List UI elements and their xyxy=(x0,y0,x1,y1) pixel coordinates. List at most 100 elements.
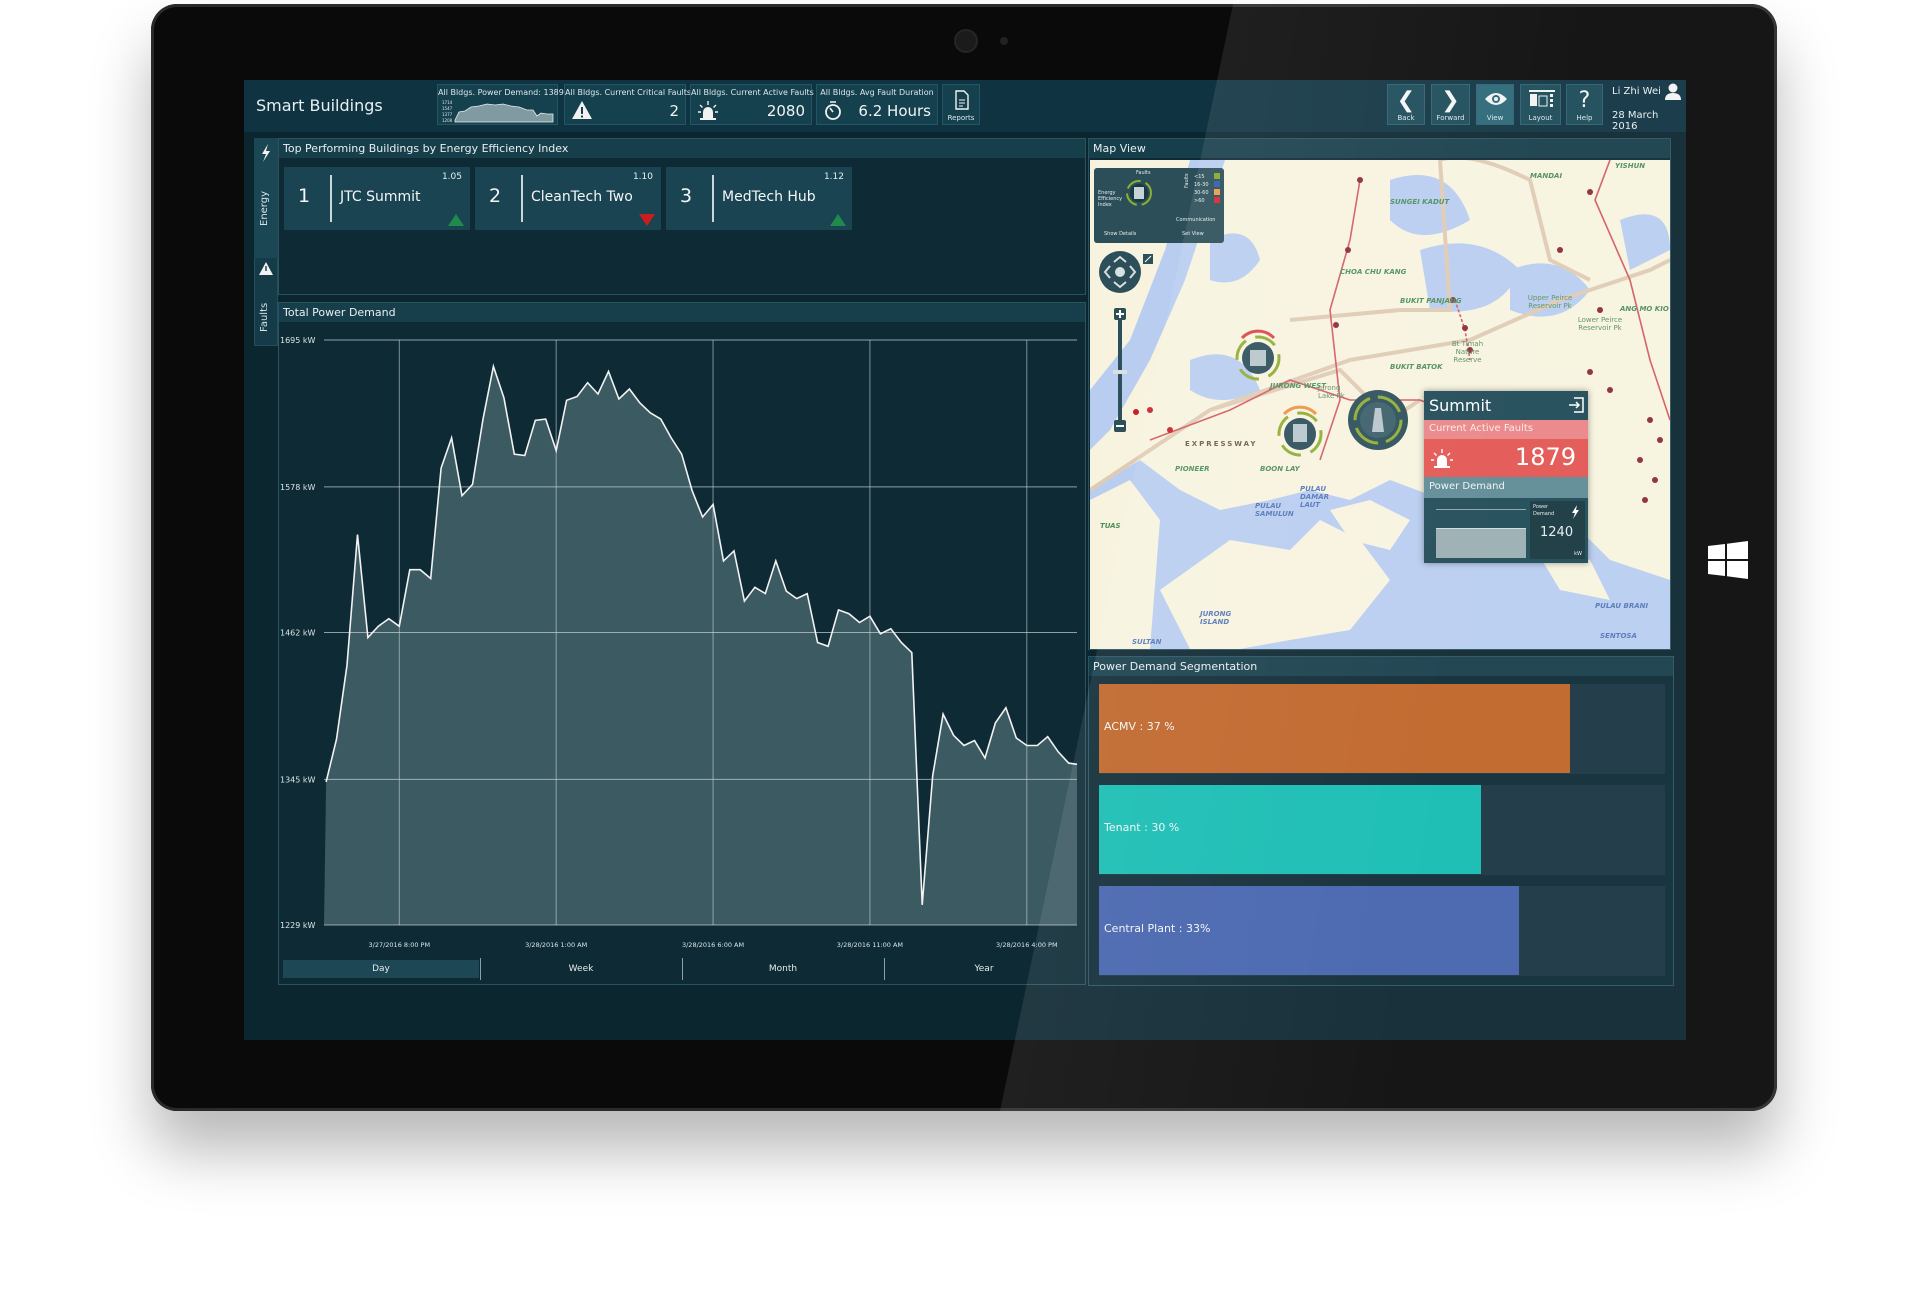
show-details-button[interactable]: Show Details xyxy=(1104,231,1137,237)
building-popup[interactable]: Summit Current Active Faults 1879 Power … xyxy=(1424,391,1588,563)
y-tick-label: 1695 kW xyxy=(280,336,316,345)
camera-icon xyxy=(954,29,978,53)
popup-gridline xyxy=(1436,509,1526,510)
building-marker[interactable] xyxy=(1277,405,1323,457)
kpi-avg-fault-duration[interactable]: All Bldgs. Avg Fault Duration 6.2 Hours xyxy=(816,84,938,125)
kpi-label: All Bldgs. Avg Fault Duration xyxy=(820,88,934,97)
panel-title: Total Power Demand xyxy=(279,303,1085,322)
segmentation-panel: Power Demand Segmentation ACMV : 37 % Te… xyxy=(1088,656,1674,986)
legend-swatch xyxy=(1214,173,1220,179)
sensor-icon xyxy=(1000,37,1008,45)
lightning-bolt-icon xyxy=(1572,505,1579,519)
layout-icon xyxy=(1529,90,1555,107)
map-label: CHOA CHU KANG xyxy=(1340,268,1407,276)
rank: 2 xyxy=(489,185,502,207)
tab-day[interactable]: Day xyxy=(283,960,479,978)
view-button[interactable]: View xyxy=(1476,84,1514,125)
building-card[interactable]: 2 CleanTech Two 1.10 xyxy=(475,167,661,230)
user-name[interactable]: Li Zhi Wei xyxy=(1612,86,1661,97)
segment-bar-acmv[interactable]: ACMV : 37 % xyxy=(1099,684,1570,773)
alarm-siren-icon xyxy=(698,101,718,120)
map-label: JURONG WEST xyxy=(1270,382,1326,390)
legend-eei-label: Energy Efficiency Index xyxy=(1098,190,1123,208)
segment-bar-central-plant[interactable]: Central Plant : 33% xyxy=(1099,886,1519,975)
sidebar-faults-label: Faults xyxy=(259,302,270,332)
y-tick-label: 1229 kW xyxy=(280,921,316,930)
map-label: JURONG ISLAND xyxy=(1200,610,1232,626)
popup-power-value: 1240 xyxy=(1540,525,1574,540)
stopwatch-icon xyxy=(825,101,841,120)
zoom-slider-thumb[interactable] xyxy=(1113,370,1127,374)
map-label: PULAU DAMAR LAUT xyxy=(1300,485,1330,509)
segment-bar-tenant[interactable]: Tenant : 30 % xyxy=(1099,785,1481,874)
building-card[interactable]: 1 JTC Summit 1.05 xyxy=(284,167,470,230)
map-label: Bt Timah Nature Reserve xyxy=(1451,340,1484,364)
warning-icon xyxy=(572,101,592,119)
map-label: BOON LAY xyxy=(1260,465,1300,473)
building-name: JTC Summit xyxy=(340,189,421,205)
tab-year[interactable]: Year xyxy=(974,964,994,974)
segment-label: Tenant : 30 % xyxy=(1104,821,1180,834)
forward-label: Forward xyxy=(1436,114,1465,122)
open-details-icon[interactable] xyxy=(1568,397,1584,413)
divider xyxy=(330,175,332,222)
building-name: CleanTech Two xyxy=(531,189,633,205)
area-fill xyxy=(324,366,1077,925)
map-label: SUNGEI KADUT xyxy=(1390,198,1450,206)
sidebar-tab-energy[interactable]: Energy xyxy=(254,138,278,258)
building-name: MedTech Hub xyxy=(722,189,816,205)
map-label: ANG MO KIO xyxy=(1620,305,1669,313)
kpi-value: 2 xyxy=(669,102,679,120)
power-demand-chart[interactable]: 1695 kW 1578 kW 1462 kW 1345 kW 1229 kW 3/27/… xyxy=(278,318,1086,958)
legend-comm-label: Communication xyxy=(1176,217,1216,223)
building-marker[interactable] xyxy=(1235,329,1281,381)
forward-button[interactable]: ❯ Forward xyxy=(1431,84,1470,125)
map-nav-controls[interactable] xyxy=(1098,250,1158,440)
chevron-right-icon: ❯ xyxy=(1441,88,1460,113)
segment-label: ACMV : 37 % xyxy=(1104,720,1175,733)
tab-month[interactable]: Month xyxy=(768,964,798,974)
y-tick-label: 1462 kW xyxy=(280,629,316,638)
map-label: Jurong Lake Pk xyxy=(1318,384,1345,400)
spark-tick: 1547 xyxy=(442,106,453,111)
efficiency-score: 1.10 xyxy=(632,172,653,182)
map-label: EXPRESSWAY xyxy=(1185,440,1258,448)
report-document-icon xyxy=(955,90,969,110)
current-date: 28 March 2016 xyxy=(1612,110,1659,132)
tab-week[interactable]: Week xyxy=(568,964,594,974)
back-button[interactable]: ❮ Back xyxy=(1387,84,1425,125)
popup-power-sub: Power Demand xyxy=(1533,504,1555,517)
reports-button[interactable]: Reports xyxy=(942,84,980,125)
user-avatar-icon[interactable] xyxy=(1664,83,1682,101)
legend-range: 16-30 xyxy=(1194,182,1209,188)
layout-label: Layout xyxy=(1528,114,1553,122)
map-label: BUKIT PANJANG xyxy=(1400,297,1462,305)
help-icon: ? xyxy=(1578,88,1591,113)
warning-icon xyxy=(259,262,273,275)
building-marker-selected[interactable] xyxy=(1348,390,1408,450)
building-card[interactable]: 3 MedTech Hub 1.12 xyxy=(666,167,852,230)
map-label: SENTOSA xyxy=(1600,632,1637,640)
chevron-left-icon: ❮ xyxy=(1396,88,1416,113)
kpi-power-demand[interactable]: All Bldgs. Power Demand: 1389 kW 1714 15… xyxy=(437,84,579,125)
popup-faults-value: 1879 xyxy=(1514,443,1576,471)
panel-title: Power Demand Segmentation xyxy=(1089,657,1673,676)
tab-divider xyxy=(682,958,683,980)
tab-divider xyxy=(884,958,885,980)
sidebar-tab-faults[interactable]: Faults xyxy=(254,262,278,346)
kpi-value: 2080 xyxy=(766,102,805,120)
popup-power-label: Power Demand xyxy=(1429,481,1505,492)
kpi-active-faults[interactable]: All Bldgs. Current Active Faults 2080 xyxy=(690,84,814,125)
help-button[interactable]: ? Help xyxy=(1566,84,1603,125)
map-label: PULAU BRANI xyxy=(1595,602,1649,610)
set-view-button[interactable]: Set View xyxy=(1182,231,1204,237)
power-sparkline: 1714 1547 1377 1208 xyxy=(442,100,554,123)
legend-swatch xyxy=(1214,189,1220,195)
x-tick-label: 3/27/2016 8:00 PM xyxy=(369,941,431,949)
eye-icon xyxy=(1485,93,1507,105)
layout-button[interactable]: Layout xyxy=(1520,84,1561,125)
kpi-critical-faults[interactable]: All Bldgs. Current Critical Faults 2 xyxy=(564,84,691,125)
map-view[interactable]: MANDAI SUNGEI KADUT CHOA CHU KANG BUKIT … xyxy=(1090,160,1670,649)
windows-logo-icon[interactable] xyxy=(1708,541,1748,579)
x-tick-label: 3/28/2016 4:00 PM xyxy=(996,941,1058,949)
